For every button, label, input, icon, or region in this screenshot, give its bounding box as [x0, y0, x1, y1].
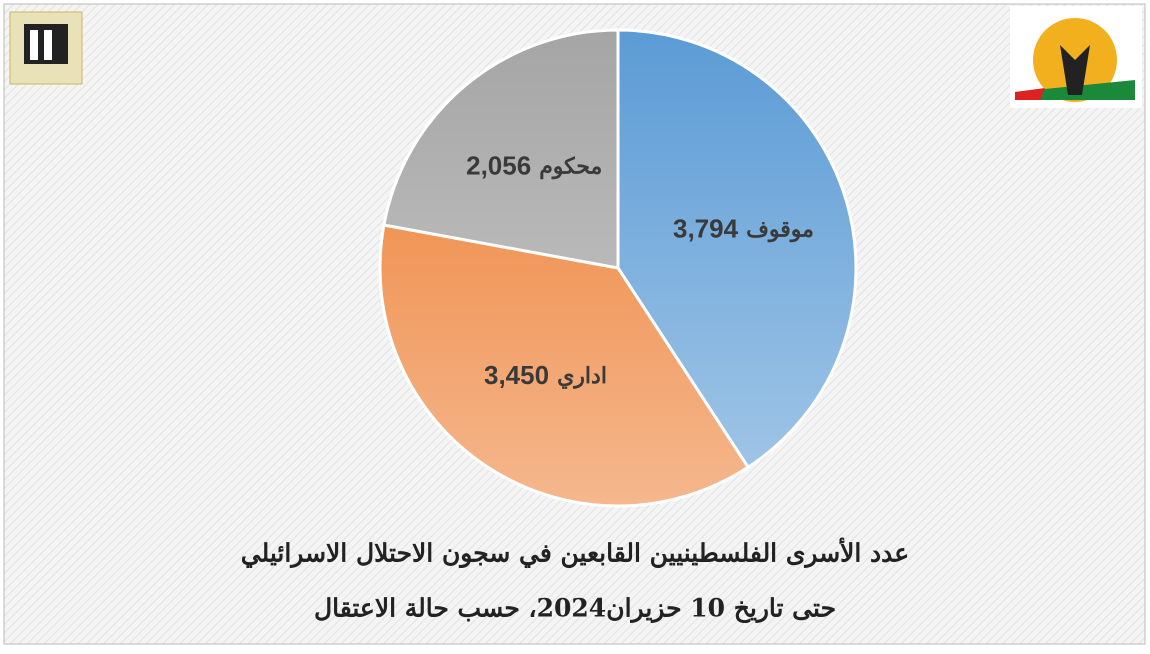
value-label: 3,794: [673, 214, 739, 244]
value-label: 2,056: [466, 150, 531, 180]
value-label: 3,450: [484, 360, 549, 390]
category-label: موقوف: [746, 216, 814, 242]
category-label: اداري: [557, 363, 607, 389]
chart-subtitle: حتى تاريخ 10 حزيران2024، حسب حالة الاعتق…: [314, 594, 836, 624]
slice-label: 2,056 محكوم: [466, 150, 602, 180]
slice-label: 3,450 اداري: [484, 360, 607, 390]
slice-label: 3,794 موقوف: [673, 214, 814, 244]
right-logo: [1010, 6, 1142, 108]
left-logo: [9, 11, 83, 85]
category-label: محكوم: [539, 153, 602, 179]
chart-title: عدد الأسرى الفلسطينيين القابعين في سجون …: [241, 536, 909, 569]
